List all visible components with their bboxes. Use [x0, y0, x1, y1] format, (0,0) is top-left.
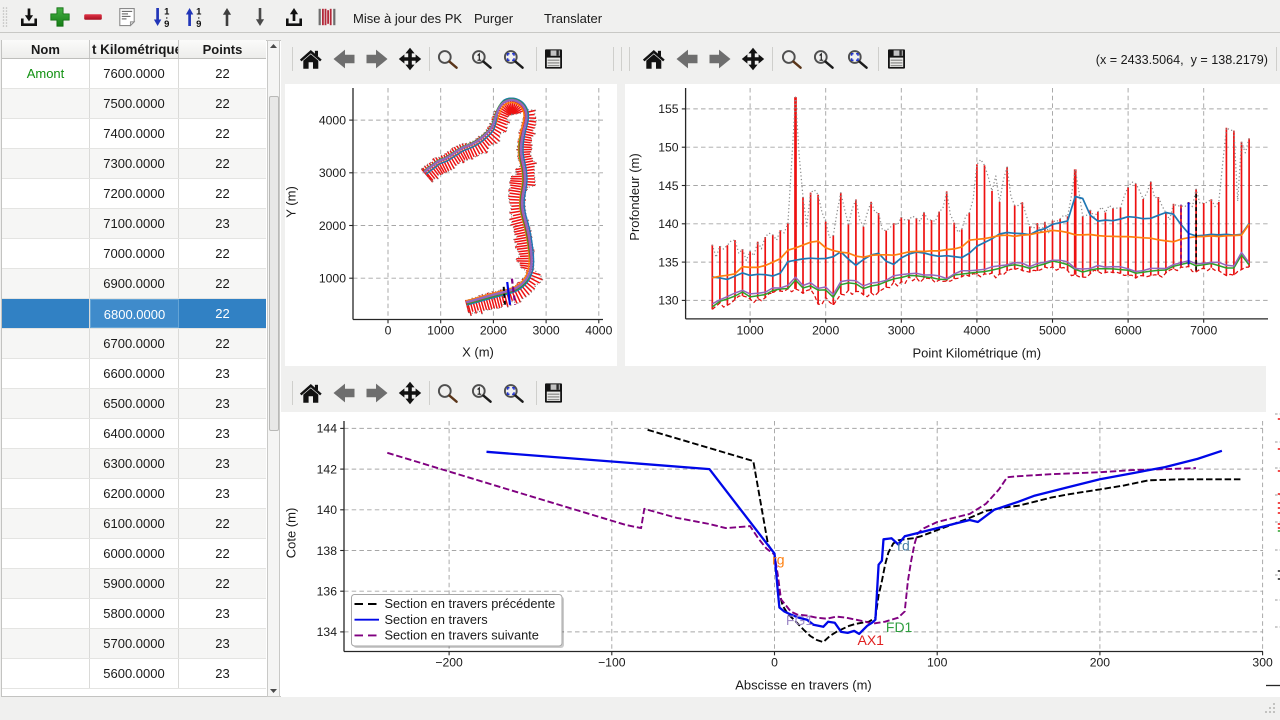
svg-text:4000: 4000 — [319, 113, 346, 127]
svg-text:Profondeur (m): Profondeur (m) — [627, 153, 642, 240]
svg-text:2000: 2000 — [812, 323, 839, 337]
svg-text:9: 9 — [196, 19, 201, 29]
svg-text:Y (m): Y (m) — [285, 186, 298, 218]
svg-text:134: 134 — [317, 625, 338, 639]
svg-text:3000: 3000 — [319, 166, 346, 180]
svg-text:140: 140 — [658, 217, 679, 231]
svg-text:Section en travers précédente: Section en travers précédente — [385, 596, 556, 611]
svg-text:1000: 1000 — [319, 272, 346, 286]
svg-text:4000: 4000 — [585, 324, 612, 338]
svg-text:1000: 1000 — [737, 323, 764, 337]
svg-text:1000: 1000 — [427, 324, 454, 338]
svg-text:2000: 2000 — [480, 324, 507, 338]
svg-text:Section en travers: Section en travers — [385, 612, 488, 627]
svg-text:130: 130 — [658, 294, 679, 308]
svg-text:4000: 4000 — [963, 323, 990, 337]
svg-text:142: 142 — [317, 462, 338, 476]
svg-text:−200: −200 — [435, 656, 463, 670]
svg-text:Abscisse en travers (m): Abscisse en travers (m) — [735, 678, 872, 693]
svg-text:144: 144 — [317, 422, 338, 436]
svg-text:5000: 5000 — [1039, 323, 1066, 337]
svg-text:Point Kilométrique (m): Point Kilométrique (m) — [912, 346, 1041, 361]
svg-text:300: 300 — [1252, 656, 1273, 670]
svg-text:150: 150 — [658, 141, 679, 155]
svg-text:138: 138 — [317, 544, 338, 558]
svg-text:3000: 3000 — [888, 323, 915, 337]
svg-text:3000: 3000 — [533, 324, 560, 338]
svg-text:136: 136 — [317, 585, 338, 599]
svg-text:200: 200 — [1090, 656, 1111, 670]
svg-text:FG1: FG1 — [786, 612, 813, 628]
svg-text:Cote (m): Cote (m) — [284, 508, 299, 559]
svg-text:145: 145 — [658, 179, 679, 193]
svg-text:FD1: FD1 — [886, 619, 913, 635]
svg-text:7000: 7000 — [1190, 323, 1217, 337]
svg-text:2000: 2000 — [319, 219, 346, 233]
svg-text:X (m): X (m) — [462, 345, 494, 360]
svg-text:6000: 6000 — [1115, 323, 1142, 337]
svg-text:0: 0 — [385, 324, 392, 338]
svg-text:0: 0 — [771, 656, 778, 670]
svg-text:−100: −100 — [598, 656, 626, 670]
svg-text:100: 100 — [927, 656, 948, 670]
svg-text:9: 9 — [164, 19, 169, 29]
svg-text:1: 1 — [196, 7, 202, 18]
svg-text:rg: rg — [772, 551, 784, 567]
svg-text:135: 135 — [658, 255, 679, 269]
svg-text:1: 1 — [164, 7, 170, 18]
svg-text:155: 155 — [658, 102, 679, 116]
svg-text:Section en travers suivante: Section en travers suivante — [385, 628, 539, 643]
svg-text:140: 140 — [317, 503, 338, 517]
svg-text:AX1: AX1 — [858, 632, 885, 648]
svg-text:rd: rd — [897, 538, 909, 554]
